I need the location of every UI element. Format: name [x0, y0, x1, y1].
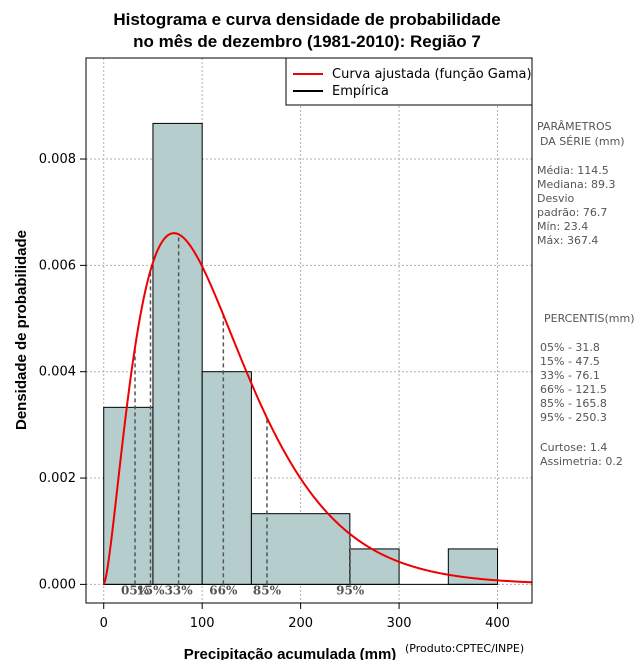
- params-title-line2: DA SÉRIE (mm): [540, 135, 625, 148]
- x-tick-label: 400: [485, 616, 510, 631]
- percentile-label: 95%: [336, 583, 365, 597]
- x-tick-label: 200: [288, 616, 313, 631]
- param-min: Mín: 23.4: [537, 220, 588, 233]
- skewness-text: Assimetria: 0.2: [540, 455, 623, 468]
- percentil-15: 15% - 47.5: [540, 355, 600, 368]
- percentile-label: 15%: [136, 583, 165, 597]
- legend-label-empirical: Empírica: [332, 84, 389, 99]
- param-std-line2: padrão: 76.7: [537, 206, 607, 219]
- credit-text: (Produto:CPTEC/INPE): [405, 642, 524, 655]
- param-std-line1: Desvio: [537, 192, 575, 205]
- y-tick-label: 0.006: [39, 258, 76, 273]
- chart-title: Histograma e curva densidade de probabil…: [113, 10, 500, 29]
- gamma-curve: [102, 232, 533, 585]
- percentil-05: 05% - 31.8: [540, 341, 600, 354]
- kurtosis-text: Curtose: 1.4: [540, 441, 607, 454]
- y-tick-label: 0.004: [39, 365, 76, 380]
- chart-subtitle: no mês de dezembro (1981-2010): Região 7: [133, 32, 481, 51]
- x-axis-label: Precipitação acumulada (mm): [184, 646, 397, 660]
- percentil-33: 33% - 76.1: [540, 369, 600, 382]
- y-axis-label: Densidade de probabilidade: [13, 230, 30, 430]
- histogram-bar: [447, 548, 499, 585]
- percentile-label: 05%: [121, 583, 150, 597]
- param-median: Mediana: 89.3: [537, 178, 615, 191]
- param-mean: Média: 114.5: [537, 164, 609, 177]
- percentil-95: 95% - 250.3: [540, 411, 607, 424]
- percentile-label: 85%: [253, 583, 282, 597]
- x-tick-label: 100: [190, 616, 215, 631]
- percentile-label: 66%: [209, 583, 238, 597]
- x-tick-label: 300: [387, 616, 412, 631]
- histogram-bars: [103, 122, 499, 585]
- histogram-bar: [103, 406, 154, 585]
- gamma-curve-line: [102, 232, 533, 585]
- legend-box: [285, 57, 533, 106]
- side-panel: PARÂMETROS DA SÉRIE (mm) Média: 114.5 Me…: [537, 120, 635, 468]
- percentil-66: 66% - 121.5: [540, 383, 607, 396]
- param-max: Máx: 367.4: [537, 234, 598, 247]
- percentis-title: PERCENTIS(mm): [544, 312, 635, 325]
- y-tick-label: 0.000: [39, 577, 76, 592]
- axes: 0 100 200 300 400 0.000 0.002 0.004 0.006 0.008: [39, 152, 510, 631]
- percentile-lines: 05%15% 33% 66% 85% 95%: [121, 234, 365, 597]
- y-tick-label: 0.008: [39, 152, 76, 167]
- params-title-line1: PARÂMETROS: [537, 120, 612, 133]
- histogram-bar: [201, 371, 252, 585]
- legend-label-curve: Curva ajustada (função Gama): [332, 67, 532, 82]
- legend: Curva ajustada (função Gama) Empírica: [285, 57, 533, 106]
- percentile-label: 33%: [165, 583, 194, 597]
- histogram-bar: [250, 513, 351, 585]
- x-tick-label: 0: [100, 616, 108, 631]
- histogram-bar: [152, 122, 203, 585]
- percentil-85: 85% - 165.8: [540, 397, 607, 410]
- histogram-bar: [349, 548, 400, 585]
- y-tick-label: 0.002: [39, 471, 76, 486]
